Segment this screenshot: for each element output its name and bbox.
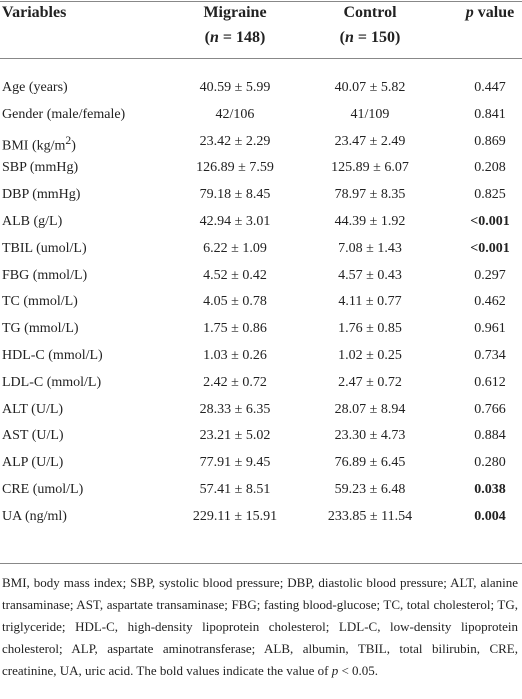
table-cell: 42/106 bbox=[215, 106, 255, 122]
table-cell: 77.91 ± 9.45 bbox=[199, 455, 271, 471]
table-cell: 79.18 ± 8.45 bbox=[199, 187, 271, 203]
table-cell: 0.297 bbox=[474, 267, 506, 283]
table-cell: <0.001 bbox=[470, 214, 510, 229]
table-cell: 0.038 bbox=[474, 482, 506, 497]
table-cell: 233.85 ± 11.54 bbox=[327, 508, 413, 524]
table-cell: ALP (U/L) bbox=[2, 455, 64, 471]
table-cell: TBIL (umol/L) bbox=[2, 240, 87, 256]
text-part: ) bbox=[71, 138, 76, 154]
table-cell: 4.05 ± 0.78 bbox=[203, 294, 267, 310]
table-cell: 4.57 ± 0.43 bbox=[338, 267, 402, 283]
table-cell: 0.734 bbox=[474, 348, 506, 363]
table-cell: 76.89 ± 6.45 bbox=[334, 455, 406, 471]
table-cell: 23.42 ± 2.29 bbox=[199, 133, 271, 149]
table-cell: 78.97 ± 8.35 bbox=[334, 187, 406, 203]
text-part: BMI (kg/m bbox=[2, 138, 66, 154]
table-cell: 0.612 bbox=[474, 374, 506, 390]
table-cell: 44.39 ± 1.92 bbox=[334, 214, 406, 229]
table-cell: SBP (mmHg) bbox=[2, 160, 79, 176]
header-cell: Control bbox=[343, 4, 397, 21]
table-cell: 0.462 bbox=[474, 294, 506, 310]
table-cell: UA (ng/ml) bbox=[2, 508, 67, 524]
table-cell: 0.004 bbox=[474, 508, 506, 524]
text-part: n bbox=[344, 29, 354, 46]
text-part: = 148) bbox=[218, 29, 266, 46]
header-cell: (n = 148) bbox=[160, 29, 310, 47]
table-cell: 40.07 ± 5.82 bbox=[334, 80, 406, 95]
table-cell: 1.75 ± 0.86 bbox=[203, 321, 267, 337]
table-cell: 28.33 ± 6.35 bbox=[199, 401, 271, 417]
header-cell: Variables bbox=[2, 4, 67, 21]
table-cell: AST (U/L) bbox=[2, 428, 64, 444]
text-part: = 150) bbox=[353, 29, 401, 46]
header-cell: (n = 150) bbox=[295, 29, 445, 47]
table-cell: LDL-C (mmol/L) bbox=[2, 374, 102, 390]
table-cell: 2.47 ± 0.72 bbox=[338, 374, 402, 390]
table-cell: 2.42 ± 0.72 bbox=[203, 374, 267, 390]
table-cell: 0.447 bbox=[474, 80, 506, 95]
bottom-rule bbox=[0, 563, 522, 564]
table-cell: 0.841 bbox=[474, 106, 506, 122]
table-cell: <0.001 bbox=[470, 240, 510, 256]
table-cell: Gender (male/female) bbox=[2, 106, 126, 122]
table-cell: 0.884 bbox=[474, 428, 506, 444]
header-rule bbox=[0, 58, 522, 59]
top-rule bbox=[0, 1, 522, 2]
text-part: n bbox=[209, 29, 219, 46]
table-cell: 0.280 bbox=[474, 455, 506, 471]
table-cell: 1.02 ± 0.25 bbox=[338, 348, 402, 363]
table-cell: 0.766 bbox=[474, 401, 506, 417]
header-cell: Migraine bbox=[203, 4, 267, 21]
text-part: value bbox=[473, 4, 515, 21]
table-cell: 125.89 ± 6.07 bbox=[331, 160, 409, 176]
text-part: p bbox=[331, 663, 339, 678]
table-cell: 23.21 ± 5.02 bbox=[199, 428, 271, 444]
table-cell: 28.07 ± 8.94 bbox=[334, 401, 406, 417]
table-cell: 4.11 ± 0.77 bbox=[338, 294, 402, 310]
table-cell: TG (mmol/L) bbox=[2, 321, 79, 337]
table-cell: BMI (kg/m2) bbox=[2, 134, 76, 155]
table-cell: TC (mmol/L) bbox=[2, 294, 78, 310]
text-part: p bbox=[465, 4, 474, 21]
table-cell: 1.76 ± 0.85 bbox=[338, 321, 402, 337]
table-cell: CRE (umol/L) bbox=[2, 482, 84, 497]
table-cell: ALT (U/L) bbox=[2, 401, 64, 417]
table-cell: 0.208 bbox=[474, 160, 506, 176]
table-cell: 0.825 bbox=[474, 187, 506, 203]
table-cell: Age (years) bbox=[2, 80, 68, 95]
table-cell: 7.08 ± 1.43 bbox=[338, 240, 402, 256]
text-part: < 0.05. bbox=[338, 663, 379, 678]
table-cell: 1.03 ± 0.26 bbox=[203, 348, 267, 363]
table-cell: 4.52 ± 0.42 bbox=[203, 267, 267, 283]
header-cell: p value bbox=[450, 4, 522, 22]
footnote: BMI, body mass index; SBP, systolic bloo… bbox=[2, 572, 518, 682]
table-cell: 0.961 bbox=[474, 321, 506, 337]
table-cell: 40.59 ± 5.99 bbox=[199, 80, 271, 95]
text-part: 2 bbox=[65, 133, 72, 147]
table-cell: 59.23 ± 6.48 bbox=[334, 482, 406, 497]
table-cell: 41/109 bbox=[350, 106, 390, 122]
table-cell: 6.22 ± 1.09 bbox=[203, 240, 267, 256]
table-cell: 229.11 ± 15.91 bbox=[192, 508, 278, 524]
table-cell: FBG (mmol/L) bbox=[2, 267, 88, 283]
table-cell: 0.869 bbox=[474, 133, 506, 149]
table-cell: 57.41 ± 8.51 bbox=[199, 482, 271, 497]
table-cell: 23.47 ± 2.49 bbox=[334, 133, 406, 149]
table-cell: 42.94 ± 3.01 bbox=[199, 214, 271, 229]
text-part: ( bbox=[339, 29, 345, 46]
table-cell: 23.30 ± 4.73 bbox=[334, 428, 406, 444]
table-cell: DBP (mmHg) bbox=[2, 187, 81, 203]
text-part: ( bbox=[204, 29, 210, 46]
table-cell: ALB (g/L) bbox=[2, 214, 63, 229]
table-cell: 126.89 ± 7.59 bbox=[196, 160, 274, 176]
table-cell: HDL-C (mmol/L) bbox=[2, 348, 103, 363]
text-part: BMI, body mass index; SBP, systolic bloo… bbox=[2, 575, 518, 678]
